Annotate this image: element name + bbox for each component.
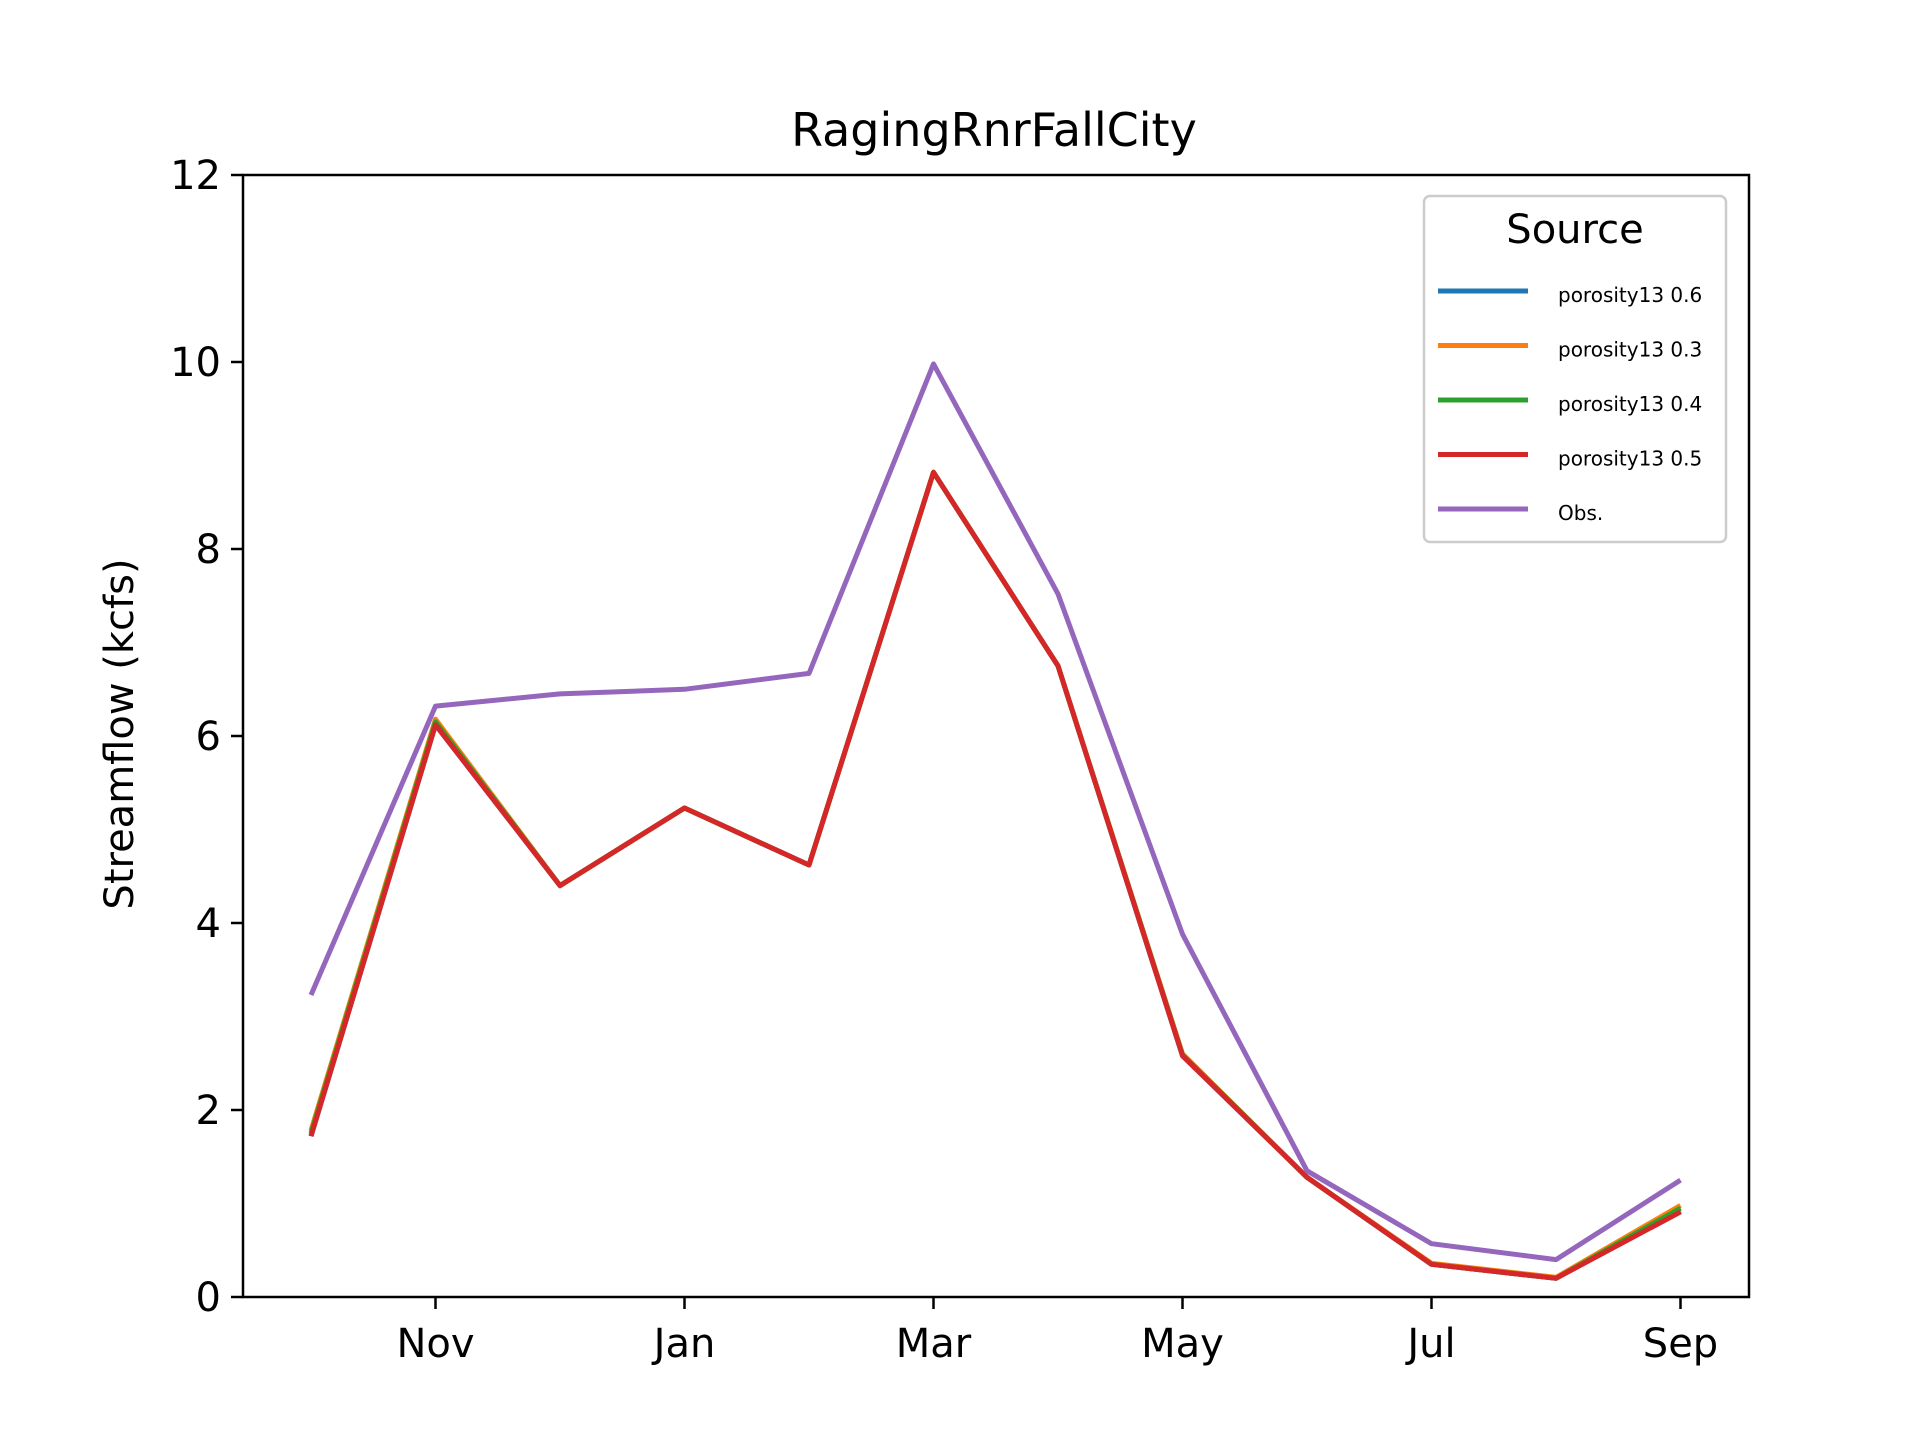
y-tick-label: 0 (196, 1275, 221, 1321)
legend-label: porosity13 0.6 (1558, 283, 1702, 307)
series-line (308, 469, 1682, 1281)
x-tick-label: May (1141, 1321, 1224, 1367)
x-tick-label: Jan (651, 1321, 716, 1367)
y-tick-label: 12 (170, 153, 221, 199)
x-tick-label: Mar (896, 1321, 972, 1367)
series-line (308, 361, 1682, 1263)
y-axis: 0 2 4 6 8 10 12 (170, 153, 243, 1321)
y-tick-label: 4 (196, 901, 221, 947)
legend-entries: porosity13 0.6 porosity13 0.3 porosity13 0… (1438, 283, 1702, 525)
y-tick-label: 2 (196, 1088, 221, 1134)
legend-label: porosity13 0.4 (1558, 392, 1702, 416)
y-axis-label: Streamflow (kcfs) (97, 558, 143, 909)
x-tick-label: Jul (1404, 1321, 1455, 1367)
legend-label: porosity13 0.3 (1558, 338, 1702, 362)
x-tick-label: Nov (396, 1321, 474, 1367)
legend-label: Obs. (1558, 501, 1603, 525)
legend-title: Source (1506, 207, 1643, 253)
series-lines (308, 361, 1682, 1281)
y-tick-label: 10 (170, 340, 221, 386)
y-tick-label: 8 (196, 527, 221, 573)
chart-title: RagingRnrFallCity (791, 103, 1197, 157)
x-axis: Nov Jan Mar May Jul Sep (396, 1297, 1718, 1367)
x-tick-label: Sep (1643, 1321, 1718, 1367)
y-tick-label: 6 (196, 714, 221, 760)
plot-frame (241, 173, 1751, 1299)
legend-label: porosity13 0.5 (1558, 447, 1702, 471)
